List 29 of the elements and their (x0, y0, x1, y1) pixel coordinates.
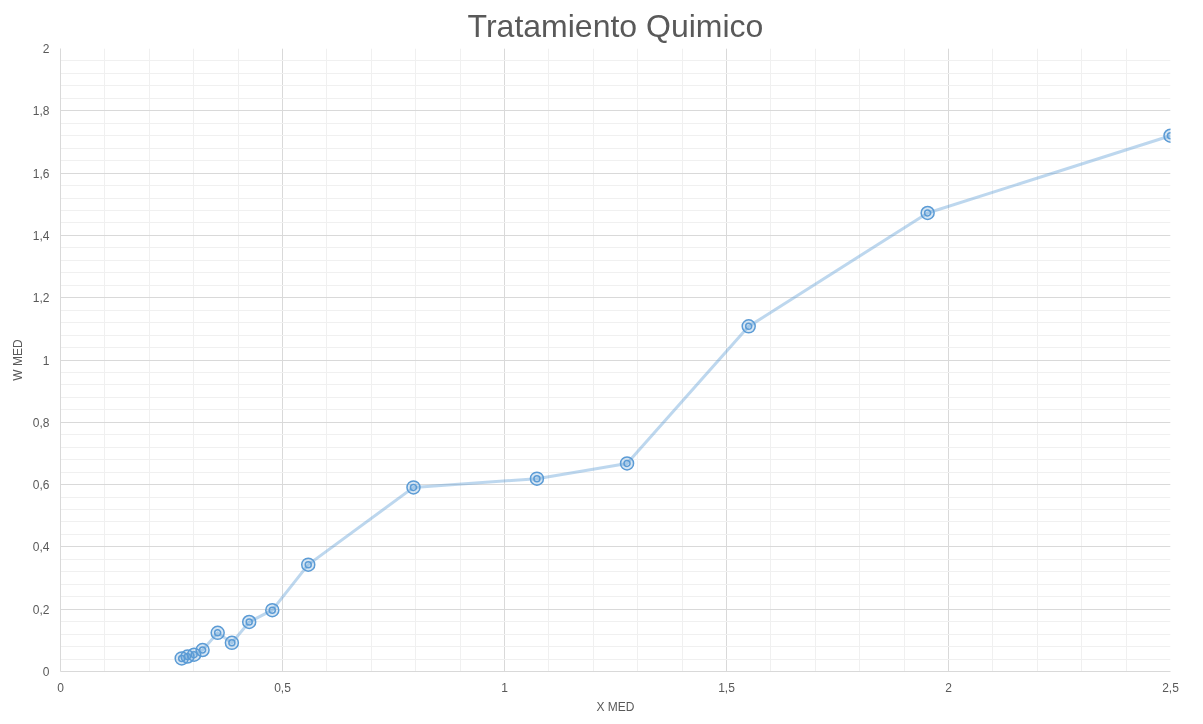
y-axis-title: W MED (10, 339, 25, 381)
y-tick-label: 0,6 (32, 478, 50, 493)
point (265, 602, 280, 618)
y-tick-label: 1,6 (32, 166, 50, 181)
x-tick-label: 0 (57, 680, 65, 695)
y-tick-label: 0,8 (32, 415, 50, 430)
chart-title: Tratamiento Quimico (467, 7, 764, 44)
point (224, 635, 240, 651)
point (241, 614, 257, 630)
y-tick-label: 1,8 (32, 104, 50, 119)
x-tick-label: 2 (945, 680, 953, 695)
y-tick-label: 2 (42, 42, 50, 56)
x-tick-label: 1 (501, 680, 509, 695)
point (195, 642, 210, 658)
point (529, 471, 545, 486)
x-tick-label: 2,5 (1162, 680, 1180, 695)
y-tick-label: 0,2 (32, 602, 50, 617)
x-tick-label: 1,5 (718, 680, 736, 695)
point (210, 625, 225, 641)
y-tick-label: 1,4 (32, 228, 50, 243)
x-tick-label: 0,5 (274, 680, 292, 695)
point (619, 456, 635, 471)
point (301, 557, 316, 572)
x-axis-title: X MED (596, 699, 635, 714)
y-tick-label: 1 (42, 353, 50, 368)
y-tick-label: 0 (42, 665, 50, 679)
y-tick-label: 1,2 (32, 291, 50, 306)
y-tick-label: 0,4 (32, 540, 50, 555)
point (920, 205, 935, 221)
